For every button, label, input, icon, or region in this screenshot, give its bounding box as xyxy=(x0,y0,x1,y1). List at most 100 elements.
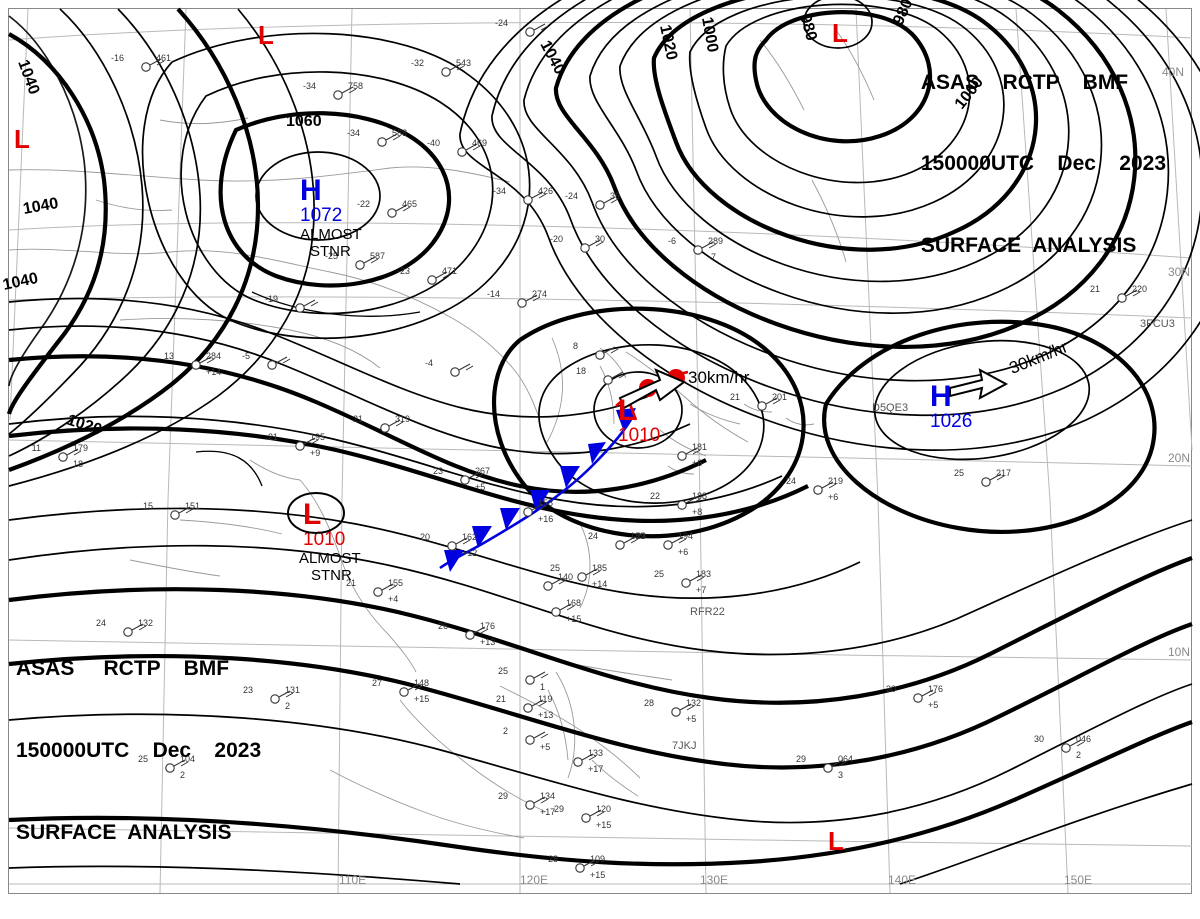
station-plot: 168 +15 xyxy=(551,598,581,624)
station-temperature: 18 xyxy=(576,366,586,376)
station-circle xyxy=(123,627,133,637)
station-plot: 21 220 xyxy=(1090,284,1147,303)
wind-barb xyxy=(671,536,687,544)
trough-mark-l-3: L xyxy=(14,124,30,154)
station-temperature: 24 xyxy=(588,531,598,541)
station-temperature: -4 xyxy=(425,358,433,368)
station-temperature: -14 xyxy=(487,289,500,299)
station-pressure: 220 xyxy=(1132,284,1147,294)
station-pressure: 284 xyxy=(206,351,221,361)
station-circle xyxy=(595,350,605,360)
station-temperature: 23 xyxy=(433,466,443,476)
high-1026-annotation: H 1026 xyxy=(930,382,972,432)
station-circle xyxy=(551,607,561,617)
station-temperature: 25 xyxy=(954,468,964,478)
station-plot: -25 587 xyxy=(325,251,385,270)
station-circle xyxy=(523,195,533,205)
station-plot: 181 +6 xyxy=(677,442,707,468)
low-center-circle xyxy=(287,492,345,534)
station-pressure: 132 xyxy=(686,698,701,708)
station-circle xyxy=(295,303,305,313)
station-pressure: 176 xyxy=(928,684,943,694)
isobar-label: 1060 xyxy=(286,113,322,130)
station-pressure: 469 xyxy=(472,138,487,148)
station-circle xyxy=(981,477,991,487)
station-temperature: 25 xyxy=(498,666,508,676)
station-pressure: 158 xyxy=(538,498,553,508)
station-plot: 21 119 +13 xyxy=(496,694,553,720)
wind-barb xyxy=(623,536,639,544)
station-pressure: 36 xyxy=(610,191,620,201)
station-pressure: 588 xyxy=(392,128,407,138)
station-plot: -24 xyxy=(495,18,549,37)
station-plot: 28 132 +5 xyxy=(644,698,701,724)
station-circle xyxy=(677,500,687,510)
wind-barb xyxy=(821,481,837,489)
ship-id-3fcu3: 3FCU3 xyxy=(1140,318,1175,330)
station-circle xyxy=(543,581,553,591)
station-plot: 29 134 +17 xyxy=(498,791,555,817)
station-pressure: 461 xyxy=(156,53,171,63)
station-plot: 28 109 +15 xyxy=(548,854,605,880)
trough-mark-l-2: L xyxy=(832,18,848,48)
station-extra: +5 xyxy=(475,482,485,492)
station-extra: 2 xyxy=(1076,750,1081,760)
station-temperature: -20 xyxy=(550,234,563,244)
station-temperature: -19 xyxy=(265,294,278,304)
station-pressure: 274 xyxy=(532,289,547,299)
trough-mark-l-4: L xyxy=(828,826,844,856)
wind-barb xyxy=(455,537,471,545)
wind-barb xyxy=(685,447,701,455)
station-temperature: 20 xyxy=(420,532,430,542)
station-circle xyxy=(270,694,280,704)
wind-barb xyxy=(765,397,781,405)
station-circle xyxy=(677,451,687,461)
station-plot: 20 162 +12 xyxy=(420,532,477,558)
station-plot: -34 588 xyxy=(347,128,407,147)
station-temperature: 21 xyxy=(346,578,356,588)
station-extra: +5 xyxy=(686,714,696,724)
station-plot: 24 132 xyxy=(96,618,153,637)
station-plot: 21 201 xyxy=(730,392,787,411)
station-plot: -14 274 xyxy=(487,289,547,308)
header-line-3: SURFACE ANALYSIS xyxy=(920,234,1137,258)
wind-barb xyxy=(173,759,189,767)
station-pressure: 168 xyxy=(566,598,581,608)
station-pressure: 179 xyxy=(73,443,88,453)
wind-barb xyxy=(278,690,294,698)
station-extra: +12 xyxy=(462,548,477,558)
station-pressure: 181 xyxy=(692,442,707,452)
station-temperature: 2 xyxy=(503,726,508,736)
station-pressure: 219 xyxy=(828,476,843,486)
station-circle xyxy=(523,703,533,713)
wind-barb xyxy=(559,603,575,611)
wind-barb xyxy=(199,356,215,364)
station-plot: 23 267 +5 xyxy=(433,466,490,492)
station-extra: +4 xyxy=(388,594,398,604)
station-extra: +6 xyxy=(678,547,688,557)
station-plot: 27 148 +15 xyxy=(372,678,429,704)
station-circle xyxy=(573,757,583,767)
low-symbol: L xyxy=(303,498,322,531)
wind-barb xyxy=(363,256,379,264)
station-extra: 2 xyxy=(180,770,185,780)
station-plot: 133 +17 xyxy=(573,748,603,774)
station-extra: +16 xyxy=(538,514,553,524)
station-plot: -23 471 xyxy=(397,266,457,285)
wind-barb xyxy=(341,86,357,94)
station-circle xyxy=(355,260,365,270)
header-line-1: ASAS RCTP BMF xyxy=(920,70,1129,94)
station-extra: +5 xyxy=(540,742,550,752)
station-circle xyxy=(399,687,409,697)
station-plot: 25 104 2 xyxy=(138,754,195,780)
longitude-label: 150E xyxy=(1064,873,1092,887)
wind-barb xyxy=(407,683,423,691)
wind-barb xyxy=(679,703,695,711)
station-extra: 1 xyxy=(540,682,545,692)
station-temperature: 25 xyxy=(138,754,148,764)
cold-front xyxy=(439,408,636,572)
station-temperature: 28 xyxy=(548,854,558,864)
wind-barb xyxy=(388,419,404,427)
wind-barb xyxy=(178,506,194,514)
